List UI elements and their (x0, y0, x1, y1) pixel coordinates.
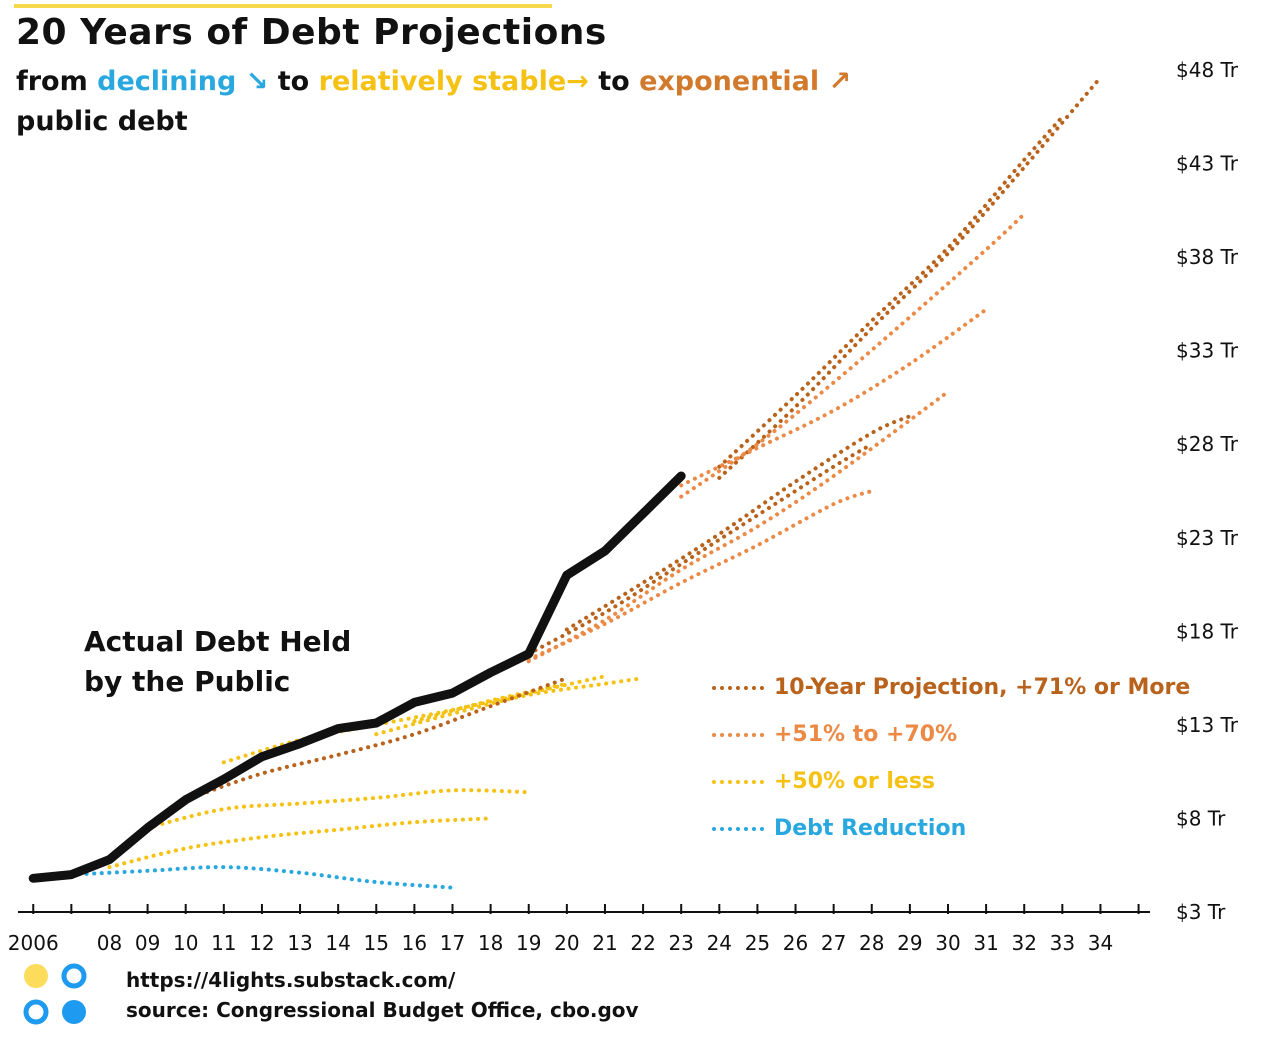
projection-series-4 (374, 676, 646, 737)
x-tick-label-2026: 26 (783, 931, 808, 955)
x-tick-label-2019: 19 (516, 931, 541, 955)
x-tick-label-2029: 29 (897, 931, 922, 955)
footer-url: https://4lights.substack.com/ (126, 968, 456, 992)
projection-series-11 (526, 489, 874, 662)
y-tick-label-18: $18 Tr (1176, 619, 1239, 643)
legend-swatch-debt-reduction (712, 826, 764, 831)
subtitle-exponential: exponential ↗ (639, 66, 852, 97)
subtitle-declining: declining ↘ (97, 66, 269, 97)
x-tick-label-2018: 18 (478, 931, 503, 955)
y-tick-label-43: $43 Tr (1176, 152, 1239, 176)
actual-debt-label-line-2: by the Public (84, 665, 291, 698)
legend-label-debt-reduction: Debt Reduction (774, 816, 967, 841)
y-tick-label-28: $28 Tr (1176, 432, 1239, 456)
actual-debt-label: Actual Debt Held by the Public (84, 622, 351, 702)
projection-series-3 (221, 674, 607, 765)
legend-item-51-to-70: +51% to +70% (712, 711, 1190, 758)
x-tick-label-2025: 25 (745, 931, 770, 955)
x-tick-label-2031: 31 (973, 931, 998, 955)
x-tick-label-2013: 13 (287, 931, 312, 955)
x-tick-label-2009: 09 (135, 931, 160, 955)
actual-debt-label-line-1: Actual Debt Held (84, 625, 352, 658)
x-tick-label-2017: 17 (440, 931, 465, 955)
legend-label-51-to-70: +51% to +70% (774, 722, 958, 747)
logo-yellow-dot (24, 964, 48, 988)
y-tick-label-23: $23 Tr (1176, 526, 1239, 550)
legend-label-71-or-more: 10-Year Projection, +71% or More (774, 675, 1191, 700)
legend-item-71-or-more: 10-Year Projection, +71% or More (712, 664, 1190, 711)
subtitle-stable: relatively stable→ (318, 66, 589, 97)
y-tick-label-13: $13 Tr (1176, 713, 1239, 737)
x-tick-label-2024: 24 (707, 931, 732, 955)
x-tick-label-2027: 27 (821, 931, 846, 955)
projection-series-8 (564, 414, 912, 632)
legend-swatch-50-or-less (712, 779, 764, 784)
x-tick-label-2020: 20 (554, 931, 579, 955)
x-tick-label-2015: 15 (364, 931, 389, 955)
projection-series-9 (717, 75, 1103, 480)
subtitle-to-2: to (598, 66, 630, 97)
chart-subtitle: from declining ↘ to relatively stable→ t… (16, 62, 851, 142)
4lights-logo (23, 963, 87, 1025)
projection-series-13 (679, 307, 989, 488)
x-tick-label-2028: 28 (859, 931, 884, 955)
y-tick-label-48: $48 Tr (1176, 58, 1239, 82)
logo-blue-dot (62, 1000, 86, 1024)
x-tick-label-2014: 14 (325, 931, 350, 955)
chart-legend: 10-Year Projection, +71% or More +51% to… (712, 664, 1190, 852)
x-tick-label-2011: 11 (211, 931, 236, 955)
y-tick-label-8: $8 Tr (1176, 806, 1226, 830)
x-tick-label-2023: 23 (668, 931, 693, 955)
logo-blue-ring-bottom (23, 999, 49, 1025)
projection-series-1 (107, 816, 493, 870)
projection-series-2 (145, 788, 531, 830)
projection-series-7 (526, 442, 874, 656)
projection-series-0 (69, 865, 455, 890)
x-tick-label-2016: 16 (402, 931, 427, 955)
legend-swatch-71-or-more (712, 685, 764, 690)
legend-label-50-or-less: +50% or less (774, 769, 936, 794)
title-accent-bar (14, 4, 552, 8)
subtitle-to-1: to (277, 66, 310, 97)
legend-swatch-51-to-70 (712, 732, 764, 737)
logo-blue-ring-top (61, 963, 87, 989)
actual-debt-line (28, 471, 686, 883)
projection-series-6 (183, 676, 569, 802)
chart-title: 20 Years of Debt Projections (16, 12, 607, 53)
footer-source: source: Congressional Budget Office, cbo… (126, 998, 639, 1022)
x-tick-label-2012: 12 (249, 931, 274, 955)
x-tick-label-2033: 33 (1050, 931, 1075, 955)
x-tick-label-2034: 34 (1088, 931, 1113, 955)
legend-item-50-or-less: +50% or less (712, 758, 1190, 805)
y-tick-label-33: $33 Tr (1176, 339, 1239, 363)
legend-item-debt-reduction: Debt Reduction (712, 805, 1190, 852)
x-tick-label-2030: 30 (935, 931, 960, 955)
projection-series-12 (526, 389, 950, 664)
y-tick-label-38: $38 Tr (1176, 245, 1239, 269)
x-tick-label-2021: 21 (592, 931, 617, 955)
y-tick-label-3: $3 Tr (1176, 900, 1226, 924)
x-tick-label-2022: 22 (630, 931, 655, 955)
x-tick-label-2008: 08 (97, 931, 122, 955)
subtitle-public-debt: public debt (16, 106, 188, 137)
projection-series-14 (679, 212, 1027, 499)
x-tick-label-2032: 32 (1011, 931, 1036, 955)
x-tick-label-2010: 10 (173, 931, 198, 955)
projection-series-10 (717, 114, 1065, 469)
x-tick-label-2006: 2006 (8, 931, 59, 955)
subtitle-from: from (16, 66, 88, 97)
